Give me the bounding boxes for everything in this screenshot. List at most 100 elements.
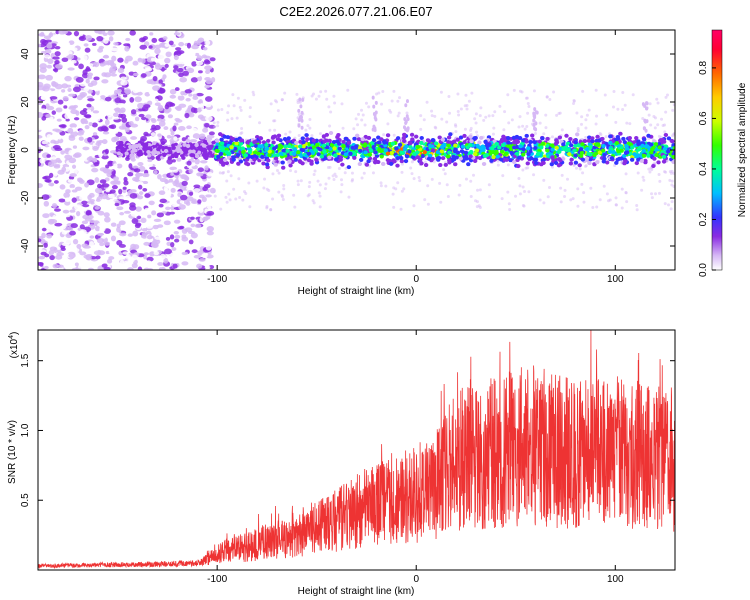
spectrogram-cell bbox=[143, 131, 149, 137]
spectrogram-cell bbox=[258, 121, 262, 125]
spectrogram-cell bbox=[296, 183, 300, 187]
spectrogram-cell bbox=[379, 184, 383, 188]
spectrogram-cell bbox=[371, 95, 375, 100]
spectrogram-cell bbox=[456, 110, 460, 114]
spectrogram-cell bbox=[95, 198, 101, 202]
spectrogram-cell bbox=[578, 167, 582, 171]
spectrogram-cell bbox=[402, 138, 407, 143]
spectrogram-cell bbox=[594, 88, 598, 92]
spectrogram-cell bbox=[176, 67, 184, 73]
spectrogram-ytick-label: -20 bbox=[20, 190, 31, 205]
spectrogram-cell bbox=[605, 113, 609, 117]
spectrogram-cell bbox=[332, 178, 336, 182]
spectrogram-cell bbox=[613, 164, 617, 168]
spectrogram-cell bbox=[204, 265, 211, 270]
spectrogram-cell bbox=[123, 210, 131, 214]
spectrogram-cell bbox=[426, 184, 430, 188]
spectrogram-cell bbox=[152, 75, 158, 82]
spectrogram-cell bbox=[506, 93, 510, 97]
spectrogram-cell bbox=[669, 171, 673, 175]
spectrogram-cell bbox=[324, 145, 330, 150]
spectrogram-cell bbox=[73, 104, 79, 109]
spectrogram-cell bbox=[458, 135, 464, 140]
spectrogram-cell bbox=[148, 45, 153, 49]
spectrogram-cell bbox=[350, 171, 354, 175]
spectrogram-cell bbox=[587, 108, 591, 112]
spectrogram-cell bbox=[42, 213, 50, 219]
spectrogram-cell bbox=[121, 122, 127, 128]
spectrogram-cell bbox=[457, 193, 461, 197]
spectrogram-cell bbox=[64, 75, 72, 82]
spectrogram-cell bbox=[56, 264, 64, 269]
spectrogram-cell bbox=[38, 255, 46, 260]
spectrogram-cell bbox=[499, 149, 505, 154]
spectrogram-cell bbox=[139, 177, 145, 182]
spectrogram-cell bbox=[144, 207, 150, 212]
spectrogram-cell bbox=[478, 188, 482, 192]
spectrogram-ylabel: Frequency (Hz) bbox=[7, 116, 18, 185]
spectrogram-cell bbox=[184, 227, 193, 232]
spectrogram-cell bbox=[491, 132, 495, 136]
spectrogram-cell bbox=[375, 92, 379, 96]
spectrogram-cell bbox=[43, 242, 48, 248]
spectrogram-cell bbox=[127, 233, 134, 237]
spectrogram-cell bbox=[122, 94, 128, 98]
spectrogram-cell bbox=[294, 170, 298, 174]
spectrogram-cell bbox=[500, 143, 506, 148]
spectrogram-cell bbox=[198, 258, 206, 262]
spectrogram-cell bbox=[573, 143, 578, 148]
spectrogram-cell bbox=[446, 194, 450, 198]
spectrogram-cell bbox=[422, 118, 426, 122]
spectrogram-cell bbox=[300, 118, 304, 123]
spectrogram-cell bbox=[304, 133, 309, 138]
spectrogram-cell bbox=[545, 95, 549, 99]
spectrogram-cell bbox=[174, 87, 180, 92]
spectrogram-cell bbox=[119, 212, 125, 216]
spectrogram-cell bbox=[61, 230, 68, 235]
spectrogram-cell bbox=[494, 149, 499, 154]
spectrogram-cell bbox=[101, 79, 109, 84]
spectrogram-cell bbox=[159, 48, 165, 54]
spectrogram-cell bbox=[179, 77, 188, 83]
spectrogram-cell bbox=[138, 191, 144, 196]
spectrogram-cell bbox=[312, 201, 316, 205]
spectrogram-cell bbox=[514, 194, 518, 198]
spectrogram-cell bbox=[549, 143, 555, 148]
spectrogram-cell bbox=[343, 136, 349, 141]
spectrogram-cell bbox=[189, 50, 196, 57]
spectrogram-cell bbox=[280, 193, 284, 197]
spectrogram-cell bbox=[419, 161, 424, 166]
spectrogram-cell bbox=[128, 64, 136, 71]
spectrogram-cell bbox=[641, 153, 647, 158]
spectrogram-cell bbox=[96, 115, 101, 122]
spectrogram-cell bbox=[110, 180, 119, 186]
spectrogram-cell bbox=[487, 183, 491, 187]
spectrogram-cell bbox=[142, 36, 148, 41]
spectrogram-cell bbox=[48, 143, 56, 147]
spectrogram-cell bbox=[142, 180, 149, 185]
spectrogram-cell bbox=[156, 147, 161, 152]
spectrogram-cell bbox=[325, 97, 329, 101]
spectrogram-cell bbox=[177, 148, 182, 153]
spectrogram-cell bbox=[533, 115, 537, 120]
spectrogram-cell bbox=[276, 109, 280, 113]
colorbar: 0.00.20.40.60.8 Normalized spectral ampl… bbox=[698, 29, 748, 277]
spectrogram-cell bbox=[319, 90, 323, 94]
spectrogram-cell bbox=[576, 187, 580, 191]
spectrogram-cell bbox=[130, 212, 139, 217]
spectrogram-cell bbox=[425, 138, 431, 143]
spectrogram-cell bbox=[204, 137, 213, 141]
spectrogram-cell bbox=[209, 144, 214, 149]
spectrogram-cell bbox=[563, 194, 567, 198]
spectrogram-cell bbox=[42, 85, 50, 92]
spectrogram-cell bbox=[392, 133, 396, 137]
spectrogram-cell bbox=[188, 149, 193, 154]
spectrogram-cell bbox=[516, 155, 522, 160]
spectrogram-cell bbox=[634, 135, 639, 140]
spectrogram-cell bbox=[163, 257, 169, 264]
spectrogram-cell bbox=[386, 122, 390, 126]
spectrogram-cell bbox=[75, 110, 80, 116]
spectrogram-cell bbox=[493, 110, 497, 114]
spectrogram-cell bbox=[455, 137, 460, 142]
spectrogram-cell bbox=[406, 127, 410, 132]
